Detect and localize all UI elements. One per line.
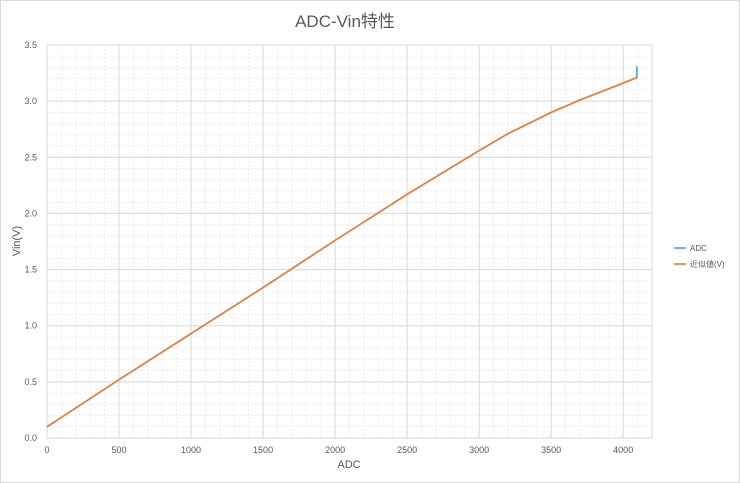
y-tick-label: 3.5: [24, 40, 37, 50]
y-tick-label: 0.0: [24, 433, 37, 443]
legend: ADC 近似値(V): [674, 244, 725, 269]
y-tick-label: 3.0: [24, 96, 37, 106]
minor-grid: [46, 44, 653, 439]
y-tick-label: 1.0: [24, 321, 37, 331]
x-tick-label: 3500: [541, 445, 561, 455]
series-line-1: [46, 66, 638, 428]
x-tick-label: 2500: [397, 445, 417, 455]
y-tick-label: 2.0: [24, 208, 37, 218]
x-tick-label: 4000: [613, 445, 633, 455]
chart-title: ADC-Vin特性: [295, 12, 395, 31]
y-tick-label: 0.5: [24, 377, 37, 387]
y-tick-label: 1.5: [24, 265, 37, 275]
x-axis-title: ADC: [337, 459, 360, 471]
x-tick-label: 3000: [469, 445, 489, 455]
y-tick-label: 2.5: [24, 152, 37, 162]
plot-area-border: [46, 44, 653, 439]
x-tick-label: 2000: [325, 445, 345, 455]
x-tick-label: 1000: [181, 445, 201, 455]
x-tick-label: 500: [112, 445, 127, 455]
legend-label-1: ADC: [690, 244, 707, 253]
series-line-2: [46, 76, 638, 428]
x-tick-labels: 0 500 1000 1500 2000 2500 3000 3500 4000: [44, 445, 633, 455]
x-tick-label: 0: [44, 445, 49, 455]
major-grid: [46, 44, 652, 439]
x-tick-label: 1500: [253, 445, 273, 455]
y-axis-title: Vin(V): [11, 226, 23, 256]
legend-label-2: 近似値(V): [690, 259, 725, 269]
series-layer: [46, 66, 638, 428]
y-tick-labels: 0.0 0.5 1.0 1.5 2.0 2.5 3.0 3.5: [24, 40, 37, 443]
